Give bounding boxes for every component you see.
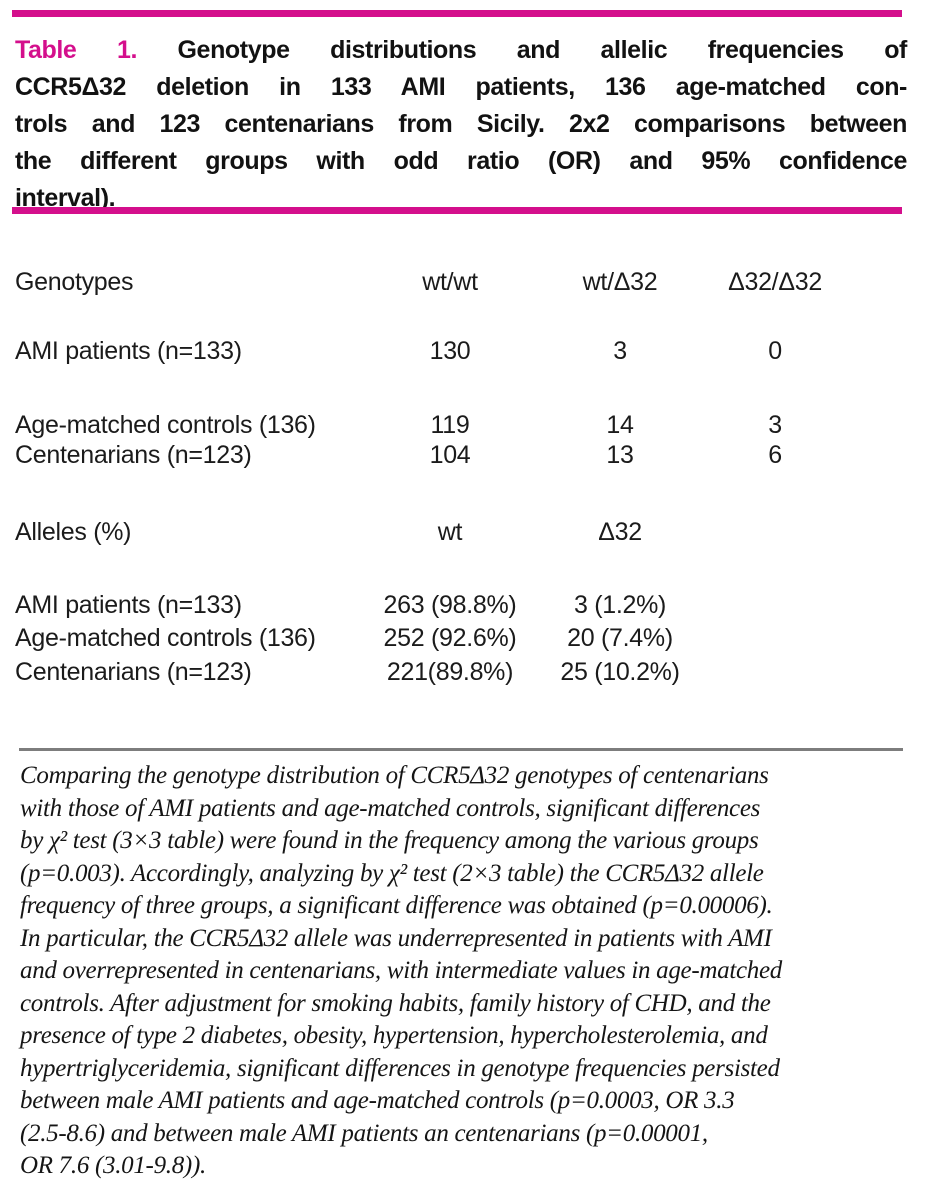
row-label: AMI patients (n=133) [15,337,242,365]
footnote-line: hypertriglyceridemia, significant differ… [20,1054,780,1082]
cell-value: 3 (1.2%) [573,591,667,619]
cell-value: 13 [606,441,634,469]
col-header-wt: wt [437,518,463,546]
empty-cell [690,590,860,620]
row-label: Age-matched controls (136) [15,411,316,439]
genotype-section-header: Genotypes [15,268,134,296]
cell-value: 25 (10.2%) [560,658,680,686]
row-label: Centenarians (n=123) [15,441,252,469]
allele-section-header: Alleles (%) [15,518,132,546]
genotype-table-header-row: Genotypes wt/wt wt/Δ32 Δ32/Δ32 [15,267,860,297]
caption-line: CCR5Δ32 deletion in 133 AMI patients, 13… [15,73,907,101]
table-row: AMI patients (n=133) 263 (98.8%) 3 (1.2%… [15,590,860,620]
footnote-line: by χ² test (3×3 table) were found in the… [20,827,759,854]
table-row: Age-matched controls (136) 119 14 3 [15,410,860,440]
footnote-line: controls. After adjustment for smoking h… [20,989,771,1017]
footnote-line: OR 7.6 (3.01-9.8)). [20,1152,206,1179]
cell-value: 130 [429,337,471,365]
col-header-wtd32: wt/Δ32 [582,268,658,296]
footnote-line: frequency of three groups, a significant… [20,892,773,919]
caption-line: the different groups with odd ratio (OR)… [15,147,907,175]
footnote-line: presence of type 2 diabetes, obesity, hy… [20,1022,768,1049]
col-header-d32d32: Δ32/Δ32 [728,268,822,296]
cell-value: 104 [429,441,471,469]
footnote-line: (p=0.003). Accordingly, analyzing by χ² … [20,859,764,887]
row-label: Centenarians (n=123) [15,658,252,686]
footnote-line: (2.5-8.6) and between male AMI patients … [20,1119,708,1147]
row-label: Age-matched controls (136) [15,624,316,652]
cell-value: 3 [768,411,782,439]
footnote-separator-rule [19,748,903,751]
cell-value: 14 [606,411,634,439]
allele-table-header-row: Alleles (%) wt Δ32 [15,517,860,547]
cell-value: 20 (7.4%) [567,624,673,652]
footnote-line: In particular, the CCR5Δ32 allele was un… [20,924,772,952]
table-row: Centenarians (n=123) 104 13 6 [15,440,860,470]
empty-cell [690,517,860,547]
cell-value: 0 [768,337,782,365]
caption-line: Table 1. Genotype distributions and alle… [15,32,907,69]
footnote-line: with those of AMI patients and age-match… [20,794,761,822]
top-magenta-rule [12,10,902,17]
table-row: AMI patients (n=133) 130 3 0 [15,336,860,366]
cell-value: 221(89.8%) [386,658,514,686]
table-number-label: Table 1. [15,36,137,64]
caption-bottom-magenta-rule [12,207,902,214]
table-row: Age-matched controls (136) 252 (92.6%) 2… [15,623,860,653]
footnote-line: Comparing the genotype distribution of C… [20,762,769,789]
col-header-d32: Δ32 [598,518,642,546]
cell-value: 119 [430,411,470,439]
caption-line: trols and 123 centenarians from Sicily. … [15,110,907,138]
empty-cell [690,623,860,653]
col-header-wtwt: wt/wt [422,268,478,296]
footnote-text: Comparing the genotype distribution of C… [20,760,915,1183]
caption-text: Genotype distributions and allelic frequ… [177,36,908,64]
cell-value: 6 [768,441,782,469]
row-label: AMI patients (n=133) [15,591,242,619]
empty-cell [690,657,860,687]
table-caption: Table 1. Genotype distributions and alle… [15,32,907,217]
cell-value: 3 [613,337,627,365]
footnote-line: between male AMI patients and age-matche… [20,1087,735,1114]
cell-value: 252 (92.6%) [383,624,517,652]
cell-value: 263 (98.8%) [383,591,517,619]
table-row: Centenarians (n=123) 221(89.8%) 25 (10.2… [15,657,860,687]
footnote-line: and overrepresented in centenarians, wit… [20,957,782,984]
